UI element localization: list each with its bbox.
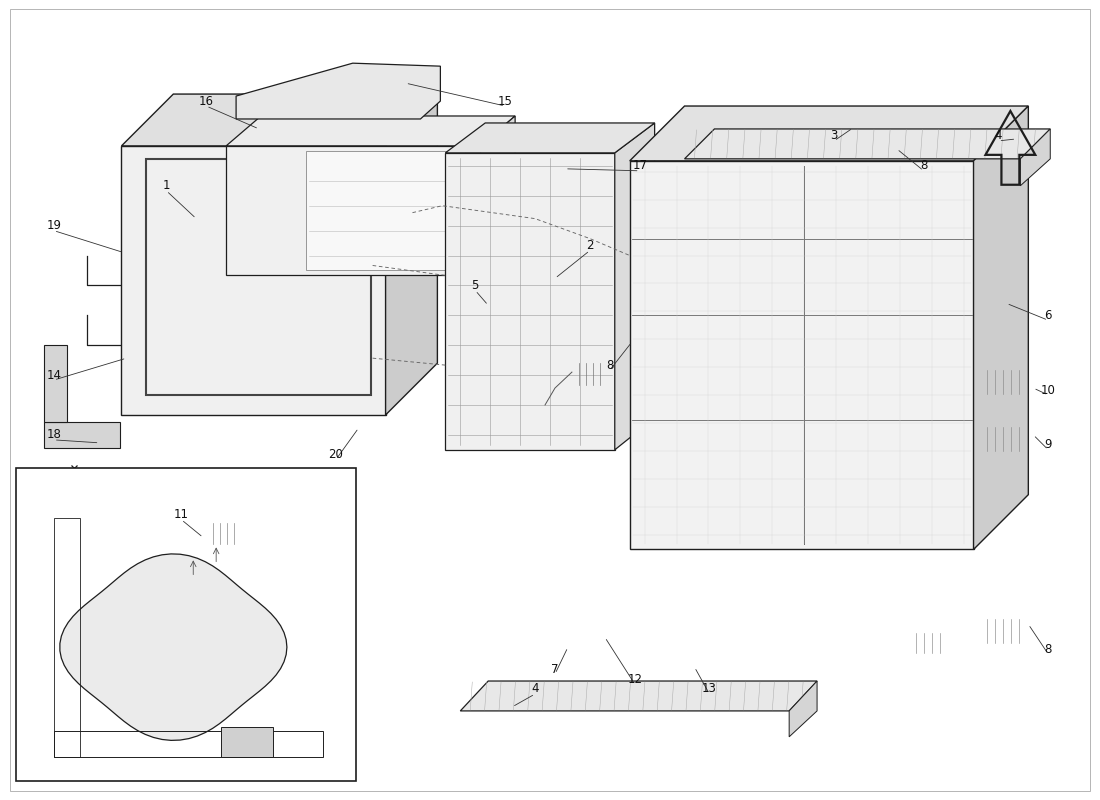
Polygon shape [386, 94, 438, 415]
Text: 9: 9 [1045, 438, 1052, 451]
Polygon shape [227, 116, 515, 146]
Polygon shape [1021, 129, 1050, 186]
Text: 8: 8 [1045, 642, 1052, 656]
Text: 5: 5 [472, 279, 478, 292]
Polygon shape [44, 422, 120, 448]
Polygon shape [629, 106, 1028, 161]
Text: 19: 19 [46, 219, 62, 232]
Text: 8: 8 [920, 159, 927, 172]
FancyBboxPatch shape [205, 518, 250, 550]
Polygon shape [236, 63, 440, 119]
Polygon shape [44, 345, 67, 422]
Polygon shape [227, 146, 481, 275]
FancyBboxPatch shape [164, 504, 200, 530]
Polygon shape [789, 681, 817, 737]
Polygon shape [974, 106, 1028, 550]
Text: 10: 10 [1041, 383, 1056, 397]
Text: 1: 1 [163, 179, 170, 192]
Text: 20: 20 [328, 448, 343, 462]
Text: 8: 8 [606, 358, 614, 372]
Polygon shape [121, 146, 386, 415]
Polygon shape [629, 161, 974, 550]
Polygon shape [59, 554, 287, 740]
Text: 3: 3 [830, 130, 838, 142]
FancyBboxPatch shape [818, 106, 862, 156]
Polygon shape [446, 123, 654, 153]
Text: 7: 7 [551, 662, 559, 675]
FancyBboxPatch shape [969, 302, 983, 316]
Circle shape [298, 64, 348, 114]
Text: 11: 11 [174, 508, 189, 521]
FancyBboxPatch shape [570, 358, 612, 390]
Circle shape [98, 277, 121, 300]
FancyBboxPatch shape [979, 421, 1031, 457]
Text: 13: 13 [702, 682, 717, 695]
Text: 12: 12 [627, 673, 642, 686]
Circle shape [163, 546, 184, 566]
FancyBboxPatch shape [979, 614, 1031, 649]
Text: 18: 18 [46, 428, 62, 442]
FancyBboxPatch shape [979, 364, 1031, 400]
Polygon shape [306, 151, 465, 270]
Polygon shape [121, 94, 438, 146]
Text: 15: 15 [497, 94, 513, 107]
Text: 2: 2 [586, 239, 594, 252]
Circle shape [163, 729, 184, 749]
Text: 16: 16 [199, 94, 213, 107]
Polygon shape [10, 10, 1090, 790]
Text: 4: 4 [994, 130, 1002, 142]
Circle shape [98, 363, 121, 387]
Text: 4: 4 [531, 682, 539, 695]
Circle shape [275, 637, 295, 657]
Text: 6: 6 [1045, 309, 1052, 322]
FancyBboxPatch shape [906, 627, 953, 659]
Polygon shape [615, 123, 654, 450]
Text: 14: 14 [46, 369, 62, 382]
FancyBboxPatch shape [969, 445, 983, 458]
Polygon shape [481, 116, 515, 275]
Polygon shape [460, 681, 817, 711]
Polygon shape [446, 153, 615, 450]
Polygon shape [684, 129, 1050, 159]
Circle shape [148, 622, 198, 672]
Polygon shape [15, 468, 355, 781]
Polygon shape [221, 727, 273, 757]
Circle shape [52, 637, 72, 657]
Text: 17: 17 [632, 159, 647, 172]
Circle shape [116, 590, 231, 705]
